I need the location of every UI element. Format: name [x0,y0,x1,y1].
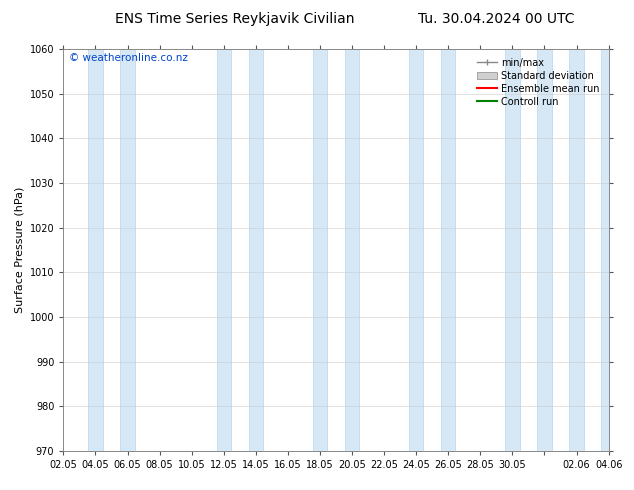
Bar [249,49,263,451]
Bar [569,49,584,451]
Bar [217,49,231,451]
Bar [441,49,455,451]
Bar [313,49,327,451]
Y-axis label: Surface Pressure (hPa): Surface Pressure (hPa) [14,187,24,313]
Bar [88,49,103,451]
Bar [602,49,616,451]
Bar [120,49,135,451]
Text: ENS Time Series Reykjavik Civilian: ENS Time Series Reykjavik Civilian [115,12,354,26]
Bar [345,49,359,451]
Text: © weatheronline.co.nz: © weatheronline.co.nz [69,53,188,63]
Legend: min/max, Standard deviation, Ensemble mean run, Controll run: min/max, Standard deviation, Ensemble me… [473,54,604,110]
Bar [409,49,424,451]
Bar [505,49,520,451]
Text: Tu. 30.04.2024 00 UTC: Tu. 30.04.2024 00 UTC [418,12,575,26]
Bar [537,49,552,451]
